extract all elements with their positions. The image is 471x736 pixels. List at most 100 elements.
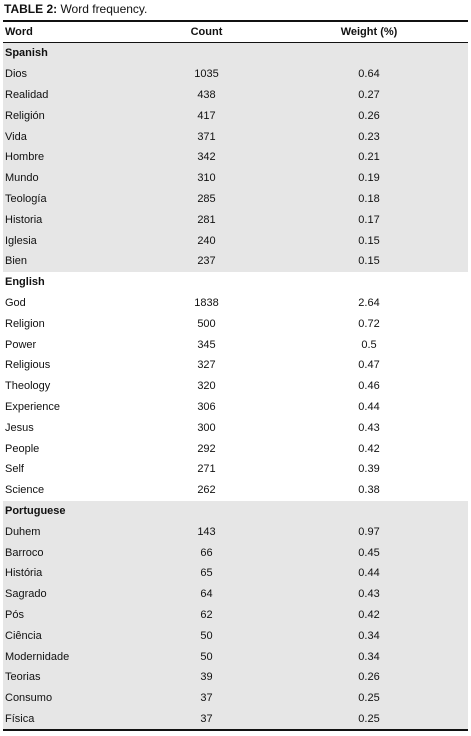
cell-weight: 0.5 <box>361 338 377 351</box>
table-row: Science 262 0.38 <box>3 480 468 501</box>
cell-word: Duhem <box>3 521 143 543</box>
cell-word: Barroco <box>3 542 143 563</box>
cell-count: 1035 <box>143 63 270 85</box>
table-row: Iglesia 240 0.15 <box>3 230 468 251</box>
cell-count: 240 <box>143 230 270 251</box>
cell-word: Science <box>5 484 45 497</box>
header-row: Word Count Weight (%) <box>3 21 468 43</box>
cell-count: 37 <box>143 687 270 709</box>
cell-count: 417 <box>143 105 270 127</box>
cell-word: Power <box>5 338 37 351</box>
cell-word: Theology <box>5 380 51 393</box>
cell-weight: 0.46 <box>358 380 380 393</box>
caption-text: Word frequency. <box>57 2 148 16</box>
header-count: Count <box>143 21 270 43</box>
cell-word: Hombre <box>3 146 143 168</box>
cell-word: Historia <box>3 209 143 231</box>
group-row: Spanish <box>3 42 468 64</box>
cell-weight: 0.42 <box>270 604 468 626</box>
cell-word: Religious <box>5 359 51 372</box>
cell-count: 285 <box>143 188 270 210</box>
cell-weight: 0.72 <box>358 317 380 330</box>
cell-weight: 0.18 <box>270 188 468 210</box>
cell-word: Religión <box>3 105 143 127</box>
cell-word: História <box>3 562 143 584</box>
cell-word: Dios <box>3 63 143 85</box>
cell-weight: 0.64 <box>270 63 468 85</box>
cell-word: Religion <box>5 317 45 330</box>
cell-count: 271 <box>197 463 216 476</box>
cell-word: People <box>5 442 40 455</box>
table-row: Sagrado 64 0.43 <box>3 583 468 605</box>
cell-count: 50 <box>143 625 270 647</box>
cell-weight: 0.45 <box>270 542 468 563</box>
cell-count: 310 <box>143 167 270 189</box>
cell-weight: 0.44 <box>358 400 380 413</box>
cell-count: 342 <box>143 146 270 168</box>
table-row: Ciência 50 0.34 <box>3 625 468 647</box>
cell-count: 327 <box>197 359 216 372</box>
table-row: Bien 237 0.15 <box>3 250 468 272</box>
table-row: Religious 327 0.47 <box>3 355 468 376</box>
table-row: Consumo 37 0.25 <box>3 687 468 709</box>
table-row: Realidad 438 0.27 <box>3 84 468 106</box>
table-caption: TABLE 2: Word frequency. <box>3 0 468 20</box>
table-row: God 1838 2.64 <box>3 293 468 314</box>
cell-weight: 0.15 <box>270 250 468 272</box>
cell-count: 62 <box>143 604 270 626</box>
cell-weight: 0.38 <box>358 484 380 497</box>
cell-count: 39 <box>143 666 270 688</box>
cell-word: Teorias <box>3 666 143 688</box>
cell-word: Bien <box>3 250 143 272</box>
cell-weight: 0.15 <box>270 230 468 251</box>
cell-weight: 0.47 <box>358 359 380 372</box>
table-header: Word Count Weight (%) <box>3 21 468 43</box>
cell-count: 64 <box>143 583 270 605</box>
header-weight: Weight (%) <box>270 21 468 43</box>
cell-word: Experience <box>5 400 61 413</box>
header-word: Word <box>3 21 143 43</box>
table-figure: TABLE 2: Word frequency. Word Count Weig… <box>3 0 468 732</box>
table-row: Power 345 0.5 <box>3 334 468 355</box>
cell-weight: 0.42 <box>358 442 380 455</box>
cell-count: 292 <box>197 442 216 455</box>
cell-weight: 0.34 <box>270 646 468 667</box>
cell-count: 66 <box>143 542 270 563</box>
cell-word: Modernidade <box>3 646 143 667</box>
cell-count: 320 <box>197 380 216 393</box>
cell-weight: 0.23 <box>270 126 468 147</box>
cell-weight: 0.39 <box>358 463 380 476</box>
cell-weight: 0.44 <box>270 562 468 584</box>
table-row: Mundo 310 0.19 <box>3 167 468 189</box>
cell-count: 65 <box>143 562 270 584</box>
table-row: Vida 371 0.23 <box>3 126 468 147</box>
cell-weight: 0.97 <box>270 521 468 543</box>
cell-weight: 0.26 <box>270 105 468 127</box>
cell-weight: 0.43 <box>270 583 468 605</box>
table-row: Física 37 0.25 <box>3 708 468 731</box>
table-row: Pós 62 0.42 <box>3 604 468 626</box>
cell-count: 37 <box>143 708 270 731</box>
cell-weight: 2.64 <box>358 296 380 309</box>
table-row: Self 271 0.39 <box>3 459 468 480</box>
cell-count: 438 <box>143 84 270 106</box>
cell-word: Mundo <box>3 167 143 189</box>
cell-count: 50 <box>143 646 270 667</box>
table-row: Teorias 39 0.26 <box>3 666 468 688</box>
table-row: Modernidade 50 0.34 <box>3 646 468 667</box>
cell-word: Teología <box>3 188 143 210</box>
cell-word: God <box>5 296 26 309</box>
group-label: Spanish <box>3 42 468 64</box>
table-row: Historia 281 0.17 <box>3 209 468 231</box>
cell-word: Consumo <box>3 687 143 709</box>
cell-word: Self <box>5 463 24 476</box>
cell-weight: 0.34 <box>270 625 468 647</box>
group-row: Portuguese <box>3 500 468 522</box>
table-row: Duhem 143 0.97 <box>3 521 468 543</box>
cell-weight: 0.19 <box>270 167 468 189</box>
group-row: English <box>3 272 468 293</box>
cell-word: Jesus <box>5 421 34 434</box>
cell-word: Realidad <box>3 84 143 106</box>
group-label: Portuguese <box>3 500 468 522</box>
table-row: Jesus 300 0.43 <box>3 417 468 438</box>
